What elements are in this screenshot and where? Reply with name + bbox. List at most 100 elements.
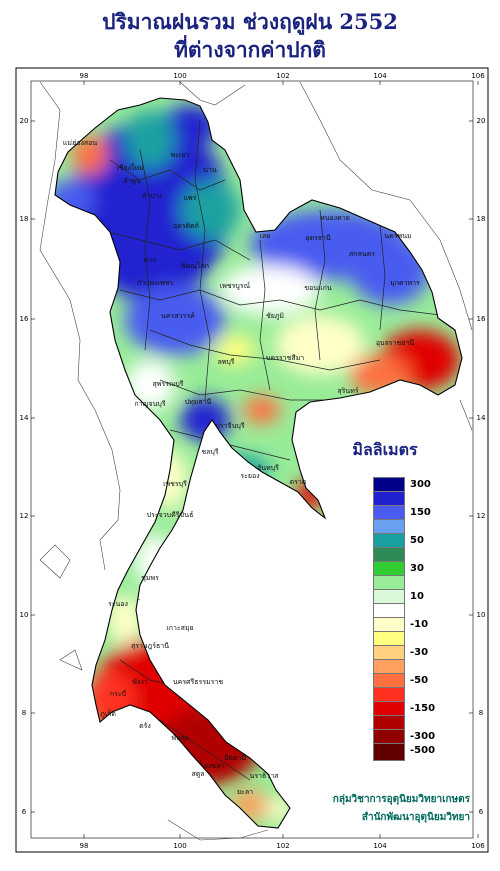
province-label: ปทุมธานี <box>185 398 212 406</box>
credit-office: สำนักพัฒนาอุตุนิยมวิทยา <box>361 812 470 823</box>
latitude-ticks-right: 20 18 16 14 12 10 8 6 <box>469 117 486 816</box>
legend-swatch <box>373 673 405 691</box>
province-label: พะเยา <box>171 151 190 159</box>
province-label: ระนอง <box>108 600 128 608</box>
province-label: จันทบุรี <box>257 464 279 472</box>
province-label: อุดรธานี <box>305 234 331 242</box>
province-label: พัทลุง <box>172 734 189 742</box>
legend-label: 50 <box>410 535 424 546</box>
province-label: สตูล <box>191 770 204 778</box>
longitude-label: 102 <box>276 72 289 80</box>
province-label: เพชรบูรณ์ <box>220 282 251 290</box>
longitude-label: 98 <box>80 842 89 850</box>
province-label: ตาก <box>144 256 157 264</box>
legend-swatch <box>373 505 405 523</box>
latitude-label: 10 <box>20 611 29 619</box>
latitude-ticks-left: 20 18 16 14 12 10 8 6 <box>20 117 35 816</box>
legend-label: -50 <box>410 675 429 686</box>
province-label: สุราษฎร์ธานี <box>131 642 169 650</box>
province-label: น่าน <box>203 166 217 174</box>
legend-swatch <box>373 645 405 663</box>
legend-swatch <box>373 589 405 607</box>
province-label: ชุมพร <box>141 574 159 582</box>
neighbour-borders <box>39 81 473 841</box>
latitude-label: 18 <box>20 215 29 223</box>
province-label: เพชรบุรี <box>163 480 187 488</box>
longitude-ticks-bottom: 98 100 102 104 106 <box>80 834 485 850</box>
legend-swatch <box>373 659 405 677</box>
legend-swatch <box>373 715 405 733</box>
latitude-label: 12 <box>477 512 486 520</box>
credit-department: กลุ่มวิชาการอุตุนิยมวิทยาเกษตร <box>332 794 470 805</box>
province-label: ชัยภูมิ <box>266 312 284 320</box>
province-label: นครสวรรค์ <box>161 312 195 320</box>
map-title-line2: ที่ต่างจากค่าปกติ <box>174 37 326 62</box>
province-label: ตรัง <box>139 722 151 730</box>
legend-swatch <box>373 743 405 761</box>
longitude-label: 100 <box>173 842 186 850</box>
legend-title: มิลลิเมตร <box>352 440 418 459</box>
longitude-label: 104 <box>373 72 387 80</box>
latitude-label: 6 <box>479 808 484 816</box>
province-label: แพร่ <box>184 194 197 202</box>
latitude-label: 16 <box>477 315 486 323</box>
province-label: เลย <box>260 232 271 240</box>
latitude-label: 10 <box>477 611 486 619</box>
province-label: เกาะสมุย <box>166 624 193 632</box>
longitude-label: 98 <box>80 72 89 80</box>
legend-swatch <box>373 687 405 705</box>
province-label: ลำพูน <box>123 177 141 185</box>
legend-label: 150 <box>410 507 431 518</box>
province-label: ปัตตานี <box>224 754 246 762</box>
longitude-label: 104 <box>373 842 387 850</box>
legend-swatch <box>373 729 405 747</box>
latitude-label: 14 <box>20 414 29 422</box>
legend-swatch <box>373 561 405 579</box>
province-label: พังงา <box>132 678 147 686</box>
legend-swatch <box>373 477 405 495</box>
province-label: ระยอง <box>240 472 259 480</box>
province-label: แม่ฮ่องสอน <box>63 139 97 147</box>
province-label: ชลบุรี <box>201 448 218 456</box>
latitude-label: 18 <box>477 215 486 223</box>
legend-label: 30 <box>410 563 424 574</box>
latitude-label: 20 <box>20 117 29 125</box>
latitude-label: 8 <box>22 709 26 717</box>
province-label: สงขลา <box>204 762 225 770</box>
legend-swatch <box>373 631 405 649</box>
province-label: มุกดาหาร <box>390 279 420 287</box>
province-label: สุรินทร์ <box>337 387 358 395</box>
province-label: ภูเก็ต <box>100 709 116 718</box>
map-title-line1: ปริมาณฝนรวม ช่วงฤดูฝน 2552 <box>102 9 398 34</box>
province-label: กำแพงเพชร <box>137 279 173 287</box>
legend-label: -500 <box>410 745 436 756</box>
province-label: เชียงใหม่ <box>116 163 143 172</box>
legend-swatch <box>373 603 405 621</box>
longitude-ticks-top: 98 100 102 104 106 <box>80 72 485 85</box>
latitude-label: 8 <box>479 709 483 717</box>
legend-label: -150 <box>410 703 436 714</box>
province-label: ตราด <box>290 478 307 486</box>
province-label: นครราชสีมา <box>266 354 305 362</box>
latitude-label: 16 <box>20 315 29 323</box>
province-label: พิษณุโลก <box>181 261 209 270</box>
province-label: อุบลราชธานี <box>376 339 415 347</box>
province-label: ปราจีนบุรี <box>215 422 244 430</box>
legend-label: 300 <box>410 479 431 490</box>
province-label: ขอนแก่น <box>304 284 332 292</box>
longitude-label: 102 <box>276 842 289 850</box>
legend-swatch <box>373 617 405 635</box>
legend-label: -30 <box>410 647 429 658</box>
legend-label: -300 <box>410 731 436 742</box>
province-label: ลำปาง <box>142 192 162 200</box>
longitude-label: 106 <box>471 842 485 850</box>
province-label: อุตรดิตถ์ <box>173 222 199 230</box>
province-label: กาญจนบุรี <box>134 400 165 408</box>
legend-swatch <box>373 533 405 551</box>
longitude-label: 106 <box>471 72 485 80</box>
latitude-label: 20 <box>477 117 486 125</box>
legend-swatch <box>373 575 405 593</box>
province-label: นราธิวาส <box>250 772 280 780</box>
legend-swatch <box>373 701 405 719</box>
